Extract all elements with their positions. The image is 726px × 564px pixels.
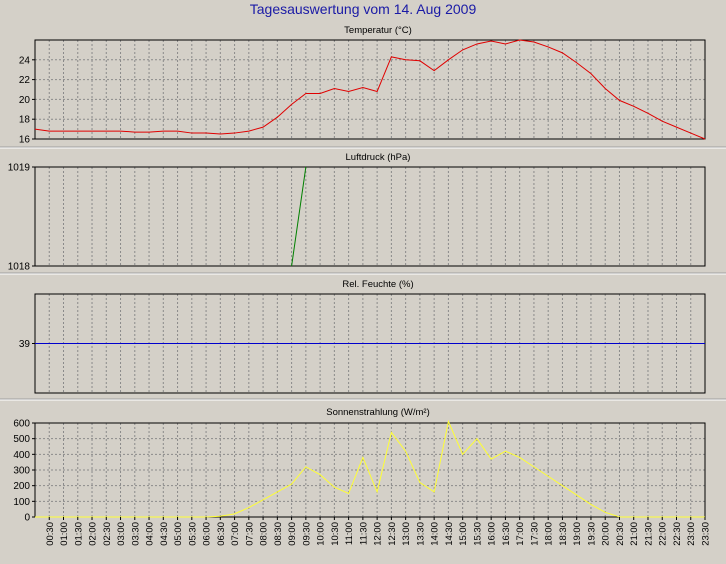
x-tick-label: 14:00 — [430, 522, 441, 546]
x-tick-label: 12:00 — [373, 522, 384, 546]
series-line-pressure — [291, 166, 307, 267]
x-tick-label: 23:30 — [701, 522, 712, 546]
chart-title-temperature: Temperatur (°C) — [344, 25, 412, 36]
x-tick-label: 09:00 — [287, 522, 298, 546]
x-tick-label: 05:30 — [187, 522, 198, 546]
x-tick-label: 18:00 — [544, 522, 555, 546]
chart-title-radiation: Sonnenstrahlung (W/m²) — [326, 407, 429, 418]
plot-frame-pressure — [34, 166, 706, 267]
x-tick-label: 08:00 — [259, 522, 270, 546]
x-tick-label: 22:30 — [672, 522, 683, 546]
page-title: Tagesauswertung vom 14. Aug 2009 — [249, 1, 477, 17]
x-tick-label: 06:30 — [216, 522, 227, 546]
x-tick-label: 00:30 — [45, 522, 56, 546]
y-tick-label: 18 — [19, 115, 31, 126]
series-line-temperature — [34, 39, 706, 140]
x-tick-label: 03:00 — [116, 522, 127, 546]
x-tick-label: 15:30 — [472, 522, 483, 546]
y-tick-label: 100 — [13, 497, 30, 508]
y-tick-label: 20 — [19, 95, 31, 106]
x-tick-label: 09:30 — [301, 522, 312, 546]
y-tick-label: 400 — [13, 450, 30, 461]
x-tick-label: 01:30 — [73, 522, 84, 546]
x-tick-label: 01:00 — [59, 522, 70, 546]
x-tick-label: 16:30 — [501, 522, 512, 546]
plot-frame-temperature — [34, 39, 706, 140]
y-tick-label: 600 — [13, 419, 30, 430]
x-tick-label: 12:30 — [387, 522, 398, 546]
x-tick-label: 11:30 — [358, 522, 369, 545]
x-tick-label: 07:00 — [230, 522, 241, 546]
x-tick-label: 04:00 — [145, 522, 156, 546]
x-tick-label: 17:30 — [529, 522, 540, 546]
y-tick-label: 0 — [24, 513, 30, 524]
x-tick-label: 05:00 — [173, 522, 184, 546]
series-line-radiation — [35, 419, 705, 518]
x-tick-label: 22:00 — [658, 522, 669, 546]
x-tick-label: 06:00 — [202, 522, 213, 546]
x-tick-label: 19:00 — [572, 522, 583, 546]
x-tick-label: 20:00 — [601, 522, 612, 546]
y-tick-label: 39 — [19, 339, 31, 350]
x-tick-label: 15:00 — [458, 522, 469, 546]
y-tick-label: 200 — [13, 481, 30, 492]
x-tick-label: 13:30 — [415, 522, 426, 546]
x-tick-label: 13:00 — [401, 522, 412, 546]
x-tick-label: 20:30 — [615, 522, 626, 546]
x-tick-label: 18:30 — [558, 522, 569, 546]
x-tick-label: 03:30 — [130, 522, 141, 546]
y-tick-label: 16 — [19, 135, 31, 146]
x-tick-label: 23:00 — [686, 522, 697, 546]
x-tick-label: 17:00 — [515, 522, 526, 546]
y-tick-label: 300 — [13, 466, 30, 477]
y-tick-label: 24 — [19, 55, 31, 66]
y-tick-label: 500 — [13, 434, 30, 445]
x-tick-label: 02:30 — [102, 522, 113, 546]
y-tick-label: 22 — [19, 75, 31, 86]
x-tick-label: 19:30 — [586, 522, 597, 546]
x-tick-label: 21:00 — [629, 522, 640, 546]
x-tick-label: 21:30 — [643, 522, 654, 546]
y-tick-label: 1018 — [8, 262, 31, 273]
chart-title-humidity: Rel. Feuchte (%) — [342, 279, 413, 290]
x-tick-label: 10:30 — [330, 522, 341, 546]
y-tick-label: 1019 — [8, 163, 31, 174]
x-tick-label: 11:00 — [344, 522, 355, 545]
x-tick-label: 14:30 — [444, 522, 455, 546]
chart-title-pressure: Luftdruck (hPa) — [346, 152, 411, 163]
x-tick-label: 07:30 — [244, 522, 255, 546]
x-tick-label: 08:30 — [273, 522, 284, 546]
x-tick-label: 04:30 — [159, 522, 170, 546]
x-tick-label: 10:00 — [316, 522, 327, 546]
x-tick-label: 02:00 — [88, 522, 99, 546]
x-tick-label: 16:00 — [487, 522, 498, 546]
